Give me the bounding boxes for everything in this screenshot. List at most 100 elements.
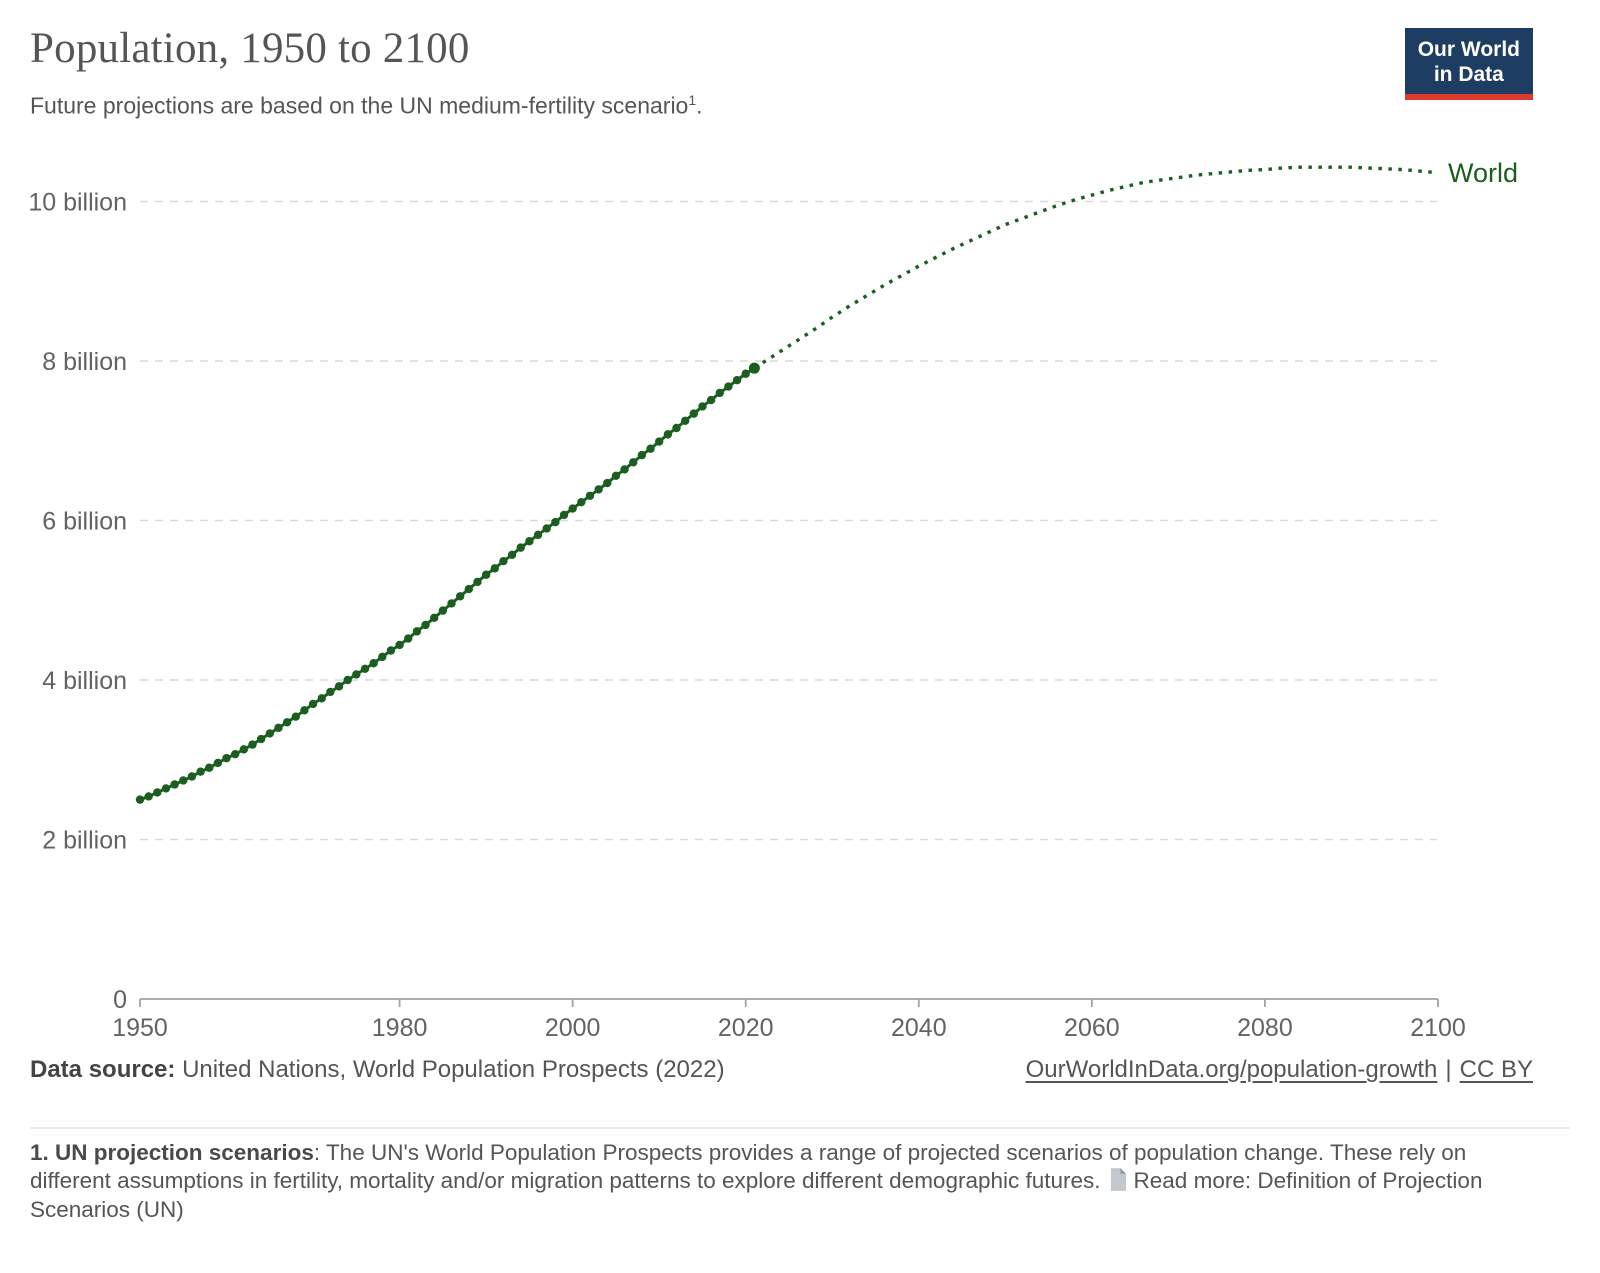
owid-logo[interactable]: Our World in Data [1404,28,1533,101]
y-tick-label: 0 [113,986,127,1014]
x-tick-label: 2040 [891,1014,947,1042]
source-row: Data source: United Nations, World Popul… [30,1056,1533,1084]
data-point [516,543,525,552]
data-point [274,723,283,733]
y-gridlines [140,200,1437,841]
series-projection[interactable] [753,165,1439,370]
data-point [447,599,456,608]
data-point [326,687,335,697]
data-point [421,620,430,630]
data-point [551,517,560,527]
data-source: Data source: United Nations, World Popul… [30,1056,725,1084]
data-point [637,450,647,460]
data-point [135,795,145,804]
data-point [594,485,603,494]
y-axis-labels: 0 2 billion 4 billion 6 billion 8 billion 10 … [28,189,127,1015]
data-point [724,382,733,391]
data-point [577,497,586,507]
logo-line2: in Data [1433,63,1504,87]
data-point [698,402,707,411]
data-point [196,767,205,776]
subtitle-text: Future projections are based on the UN m… [30,92,689,119]
data-source-text: United Nations, World Population Prospec… [182,1056,725,1083]
data-point [343,675,352,685]
footer-links: OurWorldInData.org/population-growth | CC … [1026,1056,1533,1084]
data-point [308,699,318,709]
data-point [542,524,551,533]
footnote: 1. UN projection scenarios: The UN's Wor… [30,1139,1492,1224]
data-point [611,471,621,481]
data-point [533,530,543,540]
data-point [490,564,499,573]
data-point [213,758,223,768]
data-point [248,740,257,749]
data-point [430,613,439,622]
footnote-text: : The UN's World Population Prospects pr… [30,1140,1467,1194]
x-tick-label: 2060 [1064,1014,1120,1042]
data-point [412,627,422,636]
link-separator: | [1445,1056,1452,1083]
series-label-world[interactable]: World [1448,158,1518,188]
y-tick-label: 2 billion [42,827,127,855]
data-point [663,430,673,439]
data-point [672,423,681,433]
data-point [222,753,231,763]
y-tick-label: 10 billion [28,189,127,217]
data-point [732,375,742,385]
data-point [715,388,724,398]
data-point [282,718,292,727]
data-point [525,537,534,546]
owid-url-link[interactable]: OurWorldInData.org/population-growth [1025,1056,1438,1083]
data-point [481,570,491,579]
data-point [499,556,508,566]
data-point [205,763,214,772]
data-point [689,409,699,418]
data-point [646,444,655,453]
population-line-chart[interactable]: 0 2 billion 4 billion 6 billion 8 billion 10 … [0,0,1600,1045]
data-point [473,577,482,587]
chart-subtitle: Future projections are based on the UN m… [30,92,703,119]
document-icon [1109,1168,1128,1192]
data-point [741,369,750,378]
x-tick-label: 2100 [1410,1014,1466,1042]
footnote-marker: 1 [688,92,697,108]
x-tick-label: 2080 [1237,1014,1293,1042]
y-tick-label: 4 billion [42,667,127,695]
data-point [300,706,309,715]
series-historical[interactable] [135,362,760,804]
data-point [334,682,344,691]
data-point [404,634,413,643]
x-tick-label: 1980 [372,1014,428,1042]
data-point [395,640,404,650]
data-point [291,712,300,721]
data-source-label: Data source: [30,1056,176,1083]
x-tick-label: 2000 [545,1014,601,1042]
footer-divider [30,1127,1570,1129]
y-tick-label: 8 billion [42,348,127,376]
data-point [455,592,465,601]
x-axis-labels: 1950 1980 2000 2020 2040 2060 2080 2100 [112,1014,1466,1042]
data-point [568,504,577,513]
footnote-label: 1. UN projection scenarios [30,1140,314,1165]
data-point [438,606,448,615]
y-tick-label: 6 billion [42,508,127,536]
data-point [464,584,474,594]
data-point [378,652,387,662]
data-point [352,670,361,679]
cc-by-link[interactable]: CC BY [1459,1056,1533,1083]
data-point [386,646,396,655]
data-point [144,792,153,801]
data-point [620,465,629,474]
data-point [170,780,179,789]
data-point [161,784,171,793]
read-more-link[interactable]: Read more: Definition of Projection Scen… [30,1168,1483,1222]
data-point [655,437,664,446]
data-point [680,416,690,426]
page-title: Population, 1950 to 2100 [30,25,470,72]
data-point [603,478,612,488]
data-point [559,510,569,520]
data-point [585,491,595,500]
logo-line1: Our World [1417,38,1520,61]
data-point [360,664,370,674]
